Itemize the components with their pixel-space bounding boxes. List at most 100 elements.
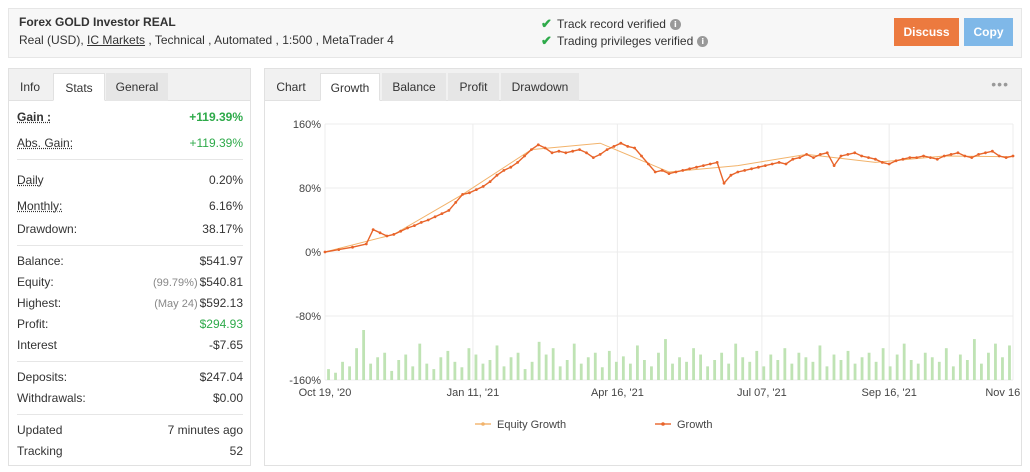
profit-value: $294.93	[199, 317, 243, 331]
volume-bar	[818, 345, 822, 380]
volume-bar	[804, 357, 808, 380]
tab-profit[interactable]: Profit	[448, 73, 499, 101]
balance-value: $541.97	[199, 254, 243, 268]
volume-bar	[1008, 345, 1011, 380]
volume-bar	[987, 352, 990, 380]
volume-bar	[951, 366, 955, 380]
growth-point	[770, 162, 774, 166]
volume-bar	[537, 341, 541, 380]
drawdown-label: Drawdown:	[17, 222, 78, 236]
stat-deposits: Deposits: $247.04	[17, 367, 243, 387]
volume-bar	[811, 361, 815, 380]
tab-stats[interactable]: Stats	[53, 73, 105, 101]
tab-info[interactable]: Info	[19, 80, 40, 94]
tab-chart[interactable]: Chart	[276, 80, 306, 94]
volume-bar	[916, 363, 920, 380]
growth-point	[894, 159, 898, 163]
volume-bar	[692, 348, 695, 380]
volume-bar	[481, 363, 485, 380]
chart-menu-icon[interactable]: •••	[991, 76, 1009, 92]
tab-growth[interactable]: Growth	[320, 73, 380, 101]
volume-bar	[678, 357, 681, 380]
interest-value: -$7.65	[208, 338, 243, 352]
growth-point	[557, 149, 561, 153]
growth-point	[488, 180, 492, 183]
volume-bar	[720, 352, 724, 380]
growth-point	[805, 153, 808, 156]
growth-point	[695, 165, 698, 169]
volume-bar	[685, 361, 688, 380]
growth-point	[564, 151, 568, 155]
daily-label[interactable]: Daily	[17, 173, 44, 187]
check-icon: ✔	[541, 33, 552, 48]
stat-monthly: Monthly: 6.16%	[17, 196, 243, 216]
monthly-label[interactable]: Monthly:	[17, 199, 63, 213]
track-record-verified: ✔ Track record verified i	[541, 16, 681, 32]
daily-value: 0.20%	[208, 173, 243, 187]
volume-bar	[965, 360, 969, 380]
volume-bar	[558, 366, 562, 380]
stat-abs-gain: Abs. Gain: +119.39%	[17, 133, 243, 153]
volume-bar	[1001, 357, 1004, 380]
gain-label[interactable]: Gain :	[17, 110, 52, 124]
copy-button[interactable]: Copy	[964, 18, 1013, 46]
volume-bar	[783, 348, 787, 380]
growth-point	[763, 164, 767, 167]
volume-bar	[509, 357, 513, 380]
divider	[17, 159, 243, 160]
legend-marker-dot	[661, 422, 665, 426]
growth-point	[784, 162, 788, 166]
tab-balance[interactable]: Balance	[382, 73, 446, 101]
growth-point	[653, 170, 657, 174]
stat-updated: Updated 7 minutes ago	[17, 420, 243, 440]
discuss-button[interactable]: Discuss	[894, 18, 959, 46]
volume-bar	[621, 356, 625, 380]
volume-bar	[748, 361, 752, 380]
abs-gain-label[interactable]: Abs. Gain:	[17, 136, 74, 150]
stat-highest: Highest: (May 24) $592.13	[17, 293, 243, 313]
volume-bar	[607, 350, 611, 380]
volume-bar	[600, 367, 604, 380]
growth-point	[495, 173, 499, 177]
growth-point	[516, 161, 520, 164]
tab-drawdown[interactable]: Drawdown	[501, 73, 579, 101]
volume-bar	[544, 354, 548, 380]
info-icon[interactable]: i	[669, 18, 681, 30]
growth-point	[351, 245, 354, 249]
highest-value: $592.13	[199, 296, 243, 310]
growth-point	[977, 153, 980, 156]
deposits-label: Deposits:	[17, 370, 68, 384]
tab-general[interactable]: General	[106, 73, 168, 101]
track-record-label: Track record verified	[557, 17, 666, 31]
withdrawals-label: Withdrawals:	[17, 391, 86, 405]
growth-point	[413, 224, 416, 227]
stat-profit: Profit: $294.93	[17, 314, 243, 334]
growth-point	[550, 151, 554, 155]
broker-link[interactable]: IC Markets	[87, 33, 146, 47]
growth-point	[461, 193, 464, 196]
volume-bar	[895, 354, 899, 380]
stat-equity: Equity: (99.79%) $540.81	[17, 272, 243, 292]
volume-bar	[902, 343, 906, 380]
drawdown-value: 38.17%	[202, 222, 243, 236]
stat-daily: Daily 0.20%	[17, 170, 243, 190]
growth-point	[378, 231, 382, 235]
divider	[17, 245, 243, 246]
stat-balance: Balance: $541.97	[17, 251, 243, 271]
volume-bar	[565, 360, 569, 380]
volume-bar	[551, 348, 555, 380]
growth-point	[990, 149, 994, 153]
updated-label: Updated	[17, 423, 63, 437]
volume-bar	[432, 369, 436, 380]
legend-label: Equity Growth	[497, 419, 566, 431]
volume-bar	[930, 357, 934, 380]
growth-point	[578, 148, 581, 151]
system-details: , Technical , Automated , 1:500 , MetaTr…	[145, 33, 394, 47]
volume-bar	[523, 369, 527, 380]
volume-bar	[860, 357, 864, 380]
info-icon[interactable]: i	[697, 35, 709, 47]
volume-bar	[727, 363, 731, 380]
growth-point	[364, 242, 368, 246]
volume-bar	[657, 352, 660, 380]
volume-bar	[488, 360, 492, 380]
